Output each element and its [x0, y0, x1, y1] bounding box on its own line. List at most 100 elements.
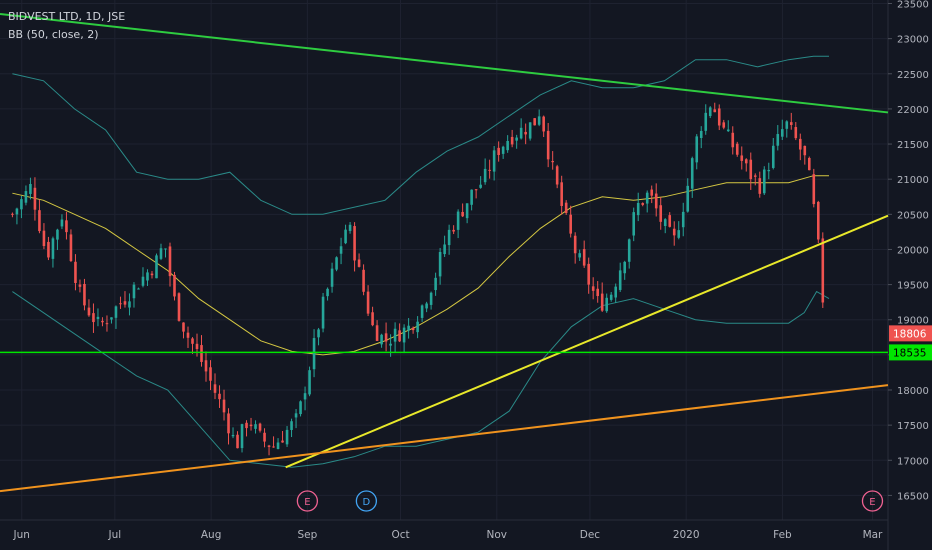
- candle-body: [330, 268, 334, 287]
- candle-body: [654, 193, 658, 209]
- event-marker-label: E: [304, 497, 310, 508]
- candle-body: [47, 241, 50, 258]
- candle-body: [357, 259, 361, 267]
- candle-body: [690, 158, 694, 189]
- candle-body: [11, 213, 14, 215]
- candle-body: [416, 321, 419, 333]
- chart-title: BIDVEST LTD, 1D, JSE: [8, 10, 126, 23]
- candle-body: [294, 413, 298, 418]
- candle-body: [479, 184, 482, 188]
- candle-body: [407, 325, 410, 331]
- candle-body: [155, 255, 158, 279]
- candle-body: [497, 147, 500, 156]
- event-marker-earnings: [296, 490, 319, 512]
- candle-body: [186, 332, 190, 338]
- bb-upper-band: [12, 55, 829, 215]
- candle-body: [65, 220, 68, 233]
- candle-body: [794, 127, 798, 139]
- candle-body: [168, 246, 172, 277]
- candle-body: [492, 150, 496, 172]
- candle-body: [56, 229, 59, 240]
- candle-body: [159, 248, 163, 259]
- candle-body: [344, 229, 347, 244]
- candle-body: [119, 303, 122, 305]
- candle-body: [560, 182, 563, 206]
- candle-body: [24, 191, 28, 203]
- y-tick-label: 19000: [897, 316, 929, 327]
- candle-body: [686, 185, 690, 212]
- candle-body: [339, 246, 343, 254]
- candle-body: [722, 122, 726, 128]
- candle-body: [713, 109, 717, 113]
- candle-body: [758, 178, 762, 194]
- candle-body: [731, 132, 735, 148]
- candle-body: [816, 201, 820, 240]
- candle-body: [443, 244, 446, 255]
- candle-body: [735, 143, 739, 155]
- candle-body: [510, 136, 514, 145]
- level-price-label: 18535: [893, 347, 926, 359]
- y-tick-label: 22000: [897, 105, 929, 116]
- candle-body: [420, 305, 424, 318]
- candle-body: [375, 325, 379, 341]
- candle-body: [789, 122, 793, 125]
- candle-body: [618, 270, 622, 290]
- candle-body: [290, 421, 293, 430]
- candle-body: [663, 219, 667, 227]
- candle-body: [195, 343, 199, 350]
- last-price-label: 18806: [893, 328, 927, 340]
- y-tick-label: 20500: [897, 210, 929, 221]
- candle-body: [668, 215, 672, 227]
- candle-body: [258, 423, 262, 431]
- candle-body: [51, 238, 55, 259]
- candle-body: [299, 401, 302, 415]
- candle-body: [542, 116, 545, 132]
- candle-body: [465, 203, 469, 219]
- y-tick-label: 19500: [897, 281, 929, 292]
- candle-body: [740, 155, 744, 161]
- candle-body: [519, 127, 523, 139]
- candle-body: [470, 189, 473, 205]
- candle-body: [218, 393, 221, 400]
- chart-legend: BIDVEST LTD, 1D, JSE BB (50, close, 2): [8, 8, 125, 44]
- candle-body: [69, 234, 73, 262]
- candle-body: [353, 226, 356, 261]
- candle-body: [321, 296, 325, 329]
- candle-body: [281, 440, 284, 443]
- event-marker-label: E: [869, 497, 875, 508]
- candle-body: [762, 169, 766, 194]
- candle-body: [123, 301, 127, 305]
- candle-body: [335, 257, 338, 270]
- candle-body: [141, 276, 145, 286]
- candle-body: [636, 202, 640, 216]
- candle-body: [272, 446, 275, 448]
- x-tick-label: Mar: [863, 529, 883, 541]
- candle-body: [546, 130, 550, 160]
- candle-body: [389, 343, 392, 346]
- candle-body: [555, 166, 559, 185]
- candle-body: [452, 229, 455, 232]
- candle-body: [785, 121, 789, 129]
- candle-body: [128, 301, 131, 308]
- candle-body: [308, 370, 311, 395]
- candle-body: [78, 284, 82, 287]
- candle-body: [726, 129, 730, 132]
- candle-body: [303, 393, 307, 400]
- candle-body: [506, 140, 509, 151]
- y-tick-label: 21500: [897, 140, 929, 151]
- candle-body: [803, 145, 807, 156]
- y-tick-label: 20000: [897, 245, 929, 256]
- candle-body: [708, 107, 712, 117]
- candle-body: [515, 137, 518, 141]
- candle-body: [83, 283, 86, 306]
- trendline-support: [285, 214, 889, 469]
- candle-body: [623, 261, 627, 274]
- candle-body: [632, 212, 636, 236]
- candle-body: [60, 219, 64, 227]
- candles-group: [11, 102, 825, 456]
- candle-body: [641, 203, 645, 205]
- trendline-resistance: [0, 13, 889, 114]
- candle-body: [704, 112, 708, 131]
